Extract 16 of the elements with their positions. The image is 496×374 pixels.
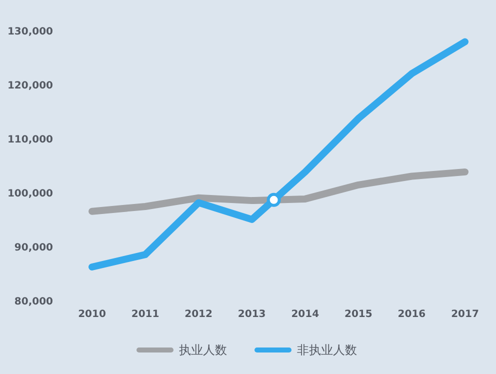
x-tick-label: 2015	[344, 309, 372, 320]
y-tick-label: 100,000	[7, 188, 54, 200]
x-tick-label: 2017	[451, 309, 479, 320]
x-tick-label: 2016	[398, 309, 426, 320]
y-tick-label: 80,000	[14, 296, 54, 308]
x-tick-label: 2013	[238, 309, 266, 320]
y-tick-label: 120,000	[7, 80, 54, 92]
legend-label: 执业人数	[179, 343, 227, 358]
y-tick-label: 90,000	[14, 242, 54, 254]
x-tick-label: 2011	[131, 309, 160, 320]
x-tick-label: 2014	[291, 309, 320, 320]
x-tick-label: 2012	[184, 309, 213, 320]
legend-label: 非执业人数	[297, 343, 357, 358]
y-tick-label: 110,000	[7, 134, 54, 146]
x-tick-label: 2010	[78, 309, 106, 320]
y-tick-label: 130,000	[7, 26, 54, 38]
